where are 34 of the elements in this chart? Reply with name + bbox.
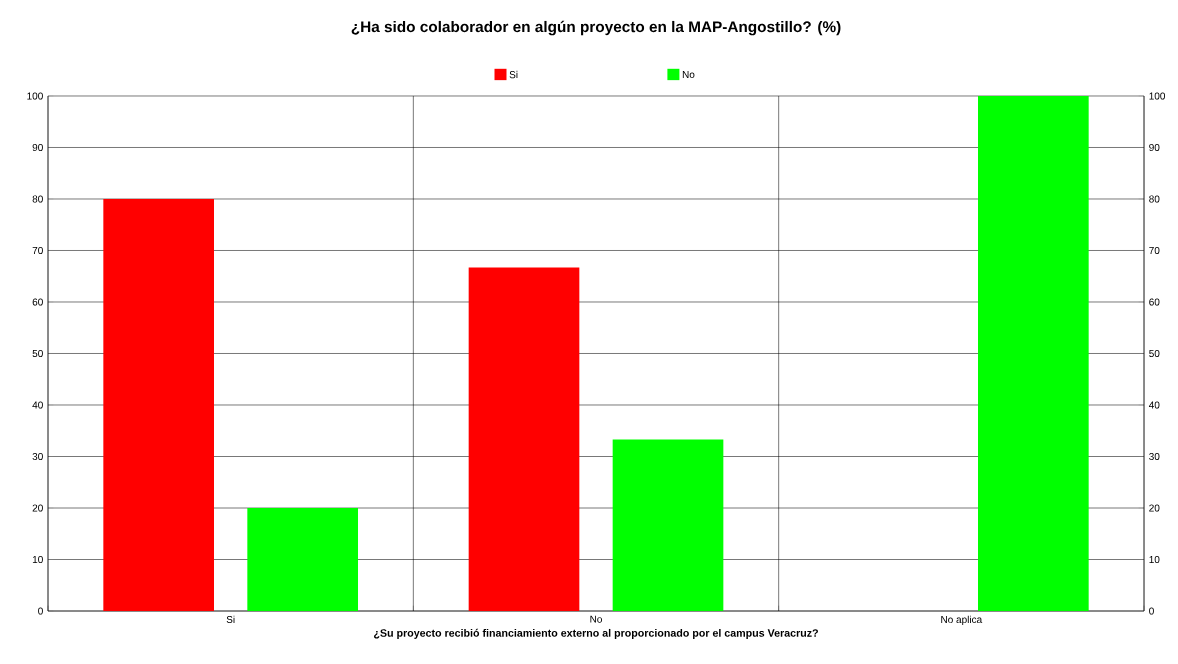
bar: [978, 95, 1089, 611]
bar: [468, 267, 580, 611]
legend-label: Si: [509, 70, 518, 79]
y2-tick-label: 80: [1149, 195, 1160, 203]
y2-tick-label: 0: [1149, 607, 1154, 615]
y2-tick-label: 20: [1149, 504, 1160, 512]
y2-tick-label: 60: [1149, 298, 1160, 306]
y-tick-label: 20: [32, 504, 43, 512]
bar: [103, 199, 214, 611]
y2-tick-label: 50: [1149, 349, 1160, 358]
x-tick-label: No aplica: [941, 615, 983, 626]
x-tick-label: Si: [226, 615, 235, 624]
bar: [612, 439, 724, 611]
y2-tick-label: 100: [1149, 92, 1166, 100]
x-axis-title: ¿Su proyecto recibió financiamiento externo al proporcionado por el campus Veracruz?: [374, 628, 818, 639]
y-tick-label: 30: [32, 452, 43, 461]
y-tick-label: 0: [38, 607, 43, 615]
y-tick-label: 50: [32, 349, 43, 358]
y2-tick-label: 30: [1149, 452, 1160, 461]
y2-tick-label: 70: [1149, 246, 1160, 255]
y-tick-label: 60: [32, 298, 43, 306]
y-tick-label: 90: [32, 143, 43, 152]
x-tick-label: No: [590, 615, 602, 623]
y2-tick-label: 10: [1149, 555, 1160, 564]
chart-title: ¿Ha sido colaborador en algún proyecto en la MAP-Angostillo? (%): [351, 20, 841, 36]
bar: [247, 508, 358, 611]
y-tick-label: 100: [27, 92, 43, 100]
y2-tick-label: 90: [1149, 143, 1160, 152]
legend-label: No: [682, 71, 695, 79]
y-tick-label: 70: [32, 246, 43, 255]
y2-tick-label: 40: [1148, 401, 1160, 409]
y-tick-label: 40: [32, 401, 43, 409]
y-tick-label: 80: [32, 195, 43, 203]
y-tick-label: 10: [32, 555, 43, 564]
